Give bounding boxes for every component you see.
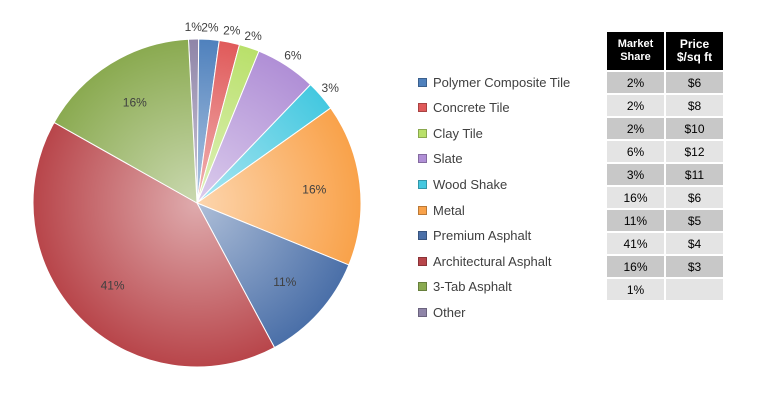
legend-swatch bbox=[418, 256, 427, 266]
legend-label: 3-Tab Asphalt bbox=[433, 279, 512, 295]
price-cell bbox=[666, 279, 723, 300]
slice-label: 16% bbox=[302, 182, 326, 196]
table-row: 2% $8 bbox=[607, 95, 723, 116]
pie-slice-highlight bbox=[197, 203, 349, 348]
table-header-row: Market Share Price $/sq ft bbox=[607, 32, 723, 70]
legend-label: Other bbox=[433, 304, 466, 320]
share-cell: 11% bbox=[607, 210, 664, 231]
legend-swatch bbox=[418, 205, 427, 215]
legend-item: Architectural Asphalt bbox=[418, 251, 618, 271]
pie-slice-highlight bbox=[54, 39, 198, 203]
table-row: 41% $4 bbox=[607, 233, 723, 254]
slice-label: 41% bbox=[101, 279, 125, 293]
header-line: $/sq ft bbox=[676, 50, 713, 64]
table-row: 11% $5 bbox=[607, 210, 723, 231]
table-row: 2% $6 bbox=[607, 72, 723, 93]
price-cell: $8 bbox=[666, 95, 723, 116]
share-cell: 1% bbox=[607, 279, 664, 300]
price-cell: $5 bbox=[666, 210, 723, 231]
table-row: 16% $3 bbox=[607, 256, 723, 277]
legend-item: Premium Asphalt bbox=[418, 226, 618, 246]
legend-swatch bbox=[418, 128, 427, 138]
legend-label: Concrete Tile bbox=[433, 100, 510, 116]
legend-swatch bbox=[418, 103, 427, 113]
legend-item: Slate bbox=[418, 149, 618, 169]
price-cell: $12 bbox=[666, 141, 723, 162]
header-line: Market bbox=[617, 38, 654, 50]
legend-item: Polymer Composite Tile bbox=[418, 72, 618, 92]
share-cell: 2% bbox=[607, 72, 664, 93]
slice-label: 1% bbox=[185, 20, 203, 34]
slice-label: 6% bbox=[284, 48, 302, 62]
legend-label: Premium Asphalt bbox=[433, 228, 532, 244]
header-line: Price bbox=[679, 37, 710, 51]
price-cell: $6 bbox=[666, 187, 723, 208]
slice-label: 16% bbox=[123, 96, 147, 110]
share-cell: 2% bbox=[607, 95, 664, 116]
legend-swatch bbox=[418, 307, 427, 317]
slice-label: 2% bbox=[201, 21, 219, 35]
header-line: Share bbox=[620, 51, 651, 63]
pie-slice-highlight bbox=[197, 84, 331, 203]
share-cell: 3% bbox=[607, 164, 664, 185]
table-row: 16% $6 bbox=[607, 187, 723, 208]
table-row: 2% $10 bbox=[607, 118, 723, 139]
slice-label: 3% bbox=[322, 81, 340, 95]
legend-swatch bbox=[418, 231, 427, 241]
pie-slice-highlight bbox=[32, 122, 275, 367]
share-cell: 41% bbox=[607, 233, 664, 254]
legend-label: Architectural Asphalt bbox=[433, 253, 552, 269]
price-cell: $4 bbox=[666, 233, 723, 254]
share-cell: 2% bbox=[607, 118, 664, 139]
price-cell: $6 bbox=[666, 72, 723, 93]
legend-swatch bbox=[418, 77, 427, 87]
legend-label: Polymer Composite Tile bbox=[433, 74, 571, 90]
table-row: 6% $12 bbox=[607, 141, 723, 162]
pie-slice-highlight bbox=[197, 51, 311, 203]
price-header: Price $/sq ft bbox=[666, 32, 723, 70]
share-cell: 16% bbox=[607, 256, 664, 277]
legend-item: 3-Tab Asphalt bbox=[418, 277, 618, 297]
pie-slice-highlight bbox=[197, 108, 361, 265]
legend-item: Clay Tile bbox=[418, 123, 618, 143]
pie-chart: 1% 2% 2% 2%6%3%16%11%41%16% bbox=[32, 20, 362, 368]
legend-swatch bbox=[418, 282, 427, 292]
table-row: 1% bbox=[607, 279, 723, 300]
legend-swatch bbox=[418, 154, 427, 164]
share-cell: 6% bbox=[607, 141, 664, 162]
slice-label: 2% bbox=[223, 24, 241, 38]
legend-item: Wood Shake bbox=[418, 174, 618, 194]
slice-label: 11% bbox=[273, 275, 296, 289]
legend-label: Clay Tile bbox=[433, 125, 483, 141]
legend-label: Wood Shake bbox=[433, 176, 508, 192]
price-cell: $11 bbox=[666, 164, 723, 185]
legend-item: Other bbox=[418, 302, 618, 322]
share-cell: 16% bbox=[607, 187, 664, 208]
market-table: Market Share Price $/sq ft 2% $6 2% $8 2% $10… bbox=[605, 30, 725, 302]
legend-label: Metal bbox=[433, 202, 465, 218]
legend-label: Slate bbox=[433, 151, 463, 167]
legend-item: Concrete Tile bbox=[418, 98, 618, 118]
legend-item: Metal bbox=[418, 200, 618, 220]
price-cell: $3 bbox=[666, 256, 723, 277]
slice-label: 2% bbox=[244, 29, 262, 43]
table-row: 3% $11 bbox=[607, 164, 723, 185]
market-share-header: Market Share bbox=[607, 32, 664, 70]
pie-slice-highlight bbox=[197, 44, 259, 204]
price-cell: $10 bbox=[666, 118, 723, 139]
legend-swatch bbox=[418, 179, 427, 189]
